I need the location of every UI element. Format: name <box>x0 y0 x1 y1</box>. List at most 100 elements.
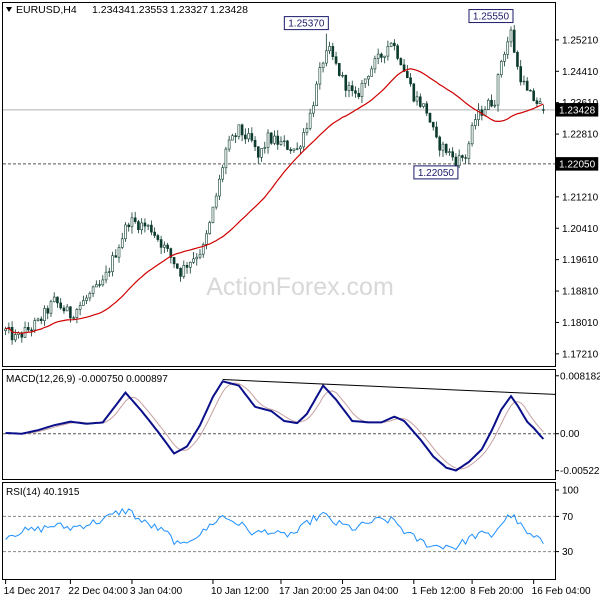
candle-body <box>328 46 331 52</box>
current-price-box-bg <box>555 103 599 117</box>
candle-body <box>208 222 212 235</box>
candle-body <box>227 139 231 150</box>
candle-body <box>250 133 254 141</box>
candle <box>156 233 160 242</box>
candle <box>418 93 422 109</box>
candle <box>393 39 396 51</box>
candle <box>318 62 322 90</box>
candle-body <box>20 332 24 338</box>
candle-body <box>104 271 108 281</box>
candle <box>143 218 147 233</box>
candle-body <box>153 231 156 236</box>
price-tick-label: 1.21210 <box>562 192 599 203</box>
candle <box>321 61 325 73</box>
candle <box>373 55 377 74</box>
rsi-axis: 100 70 30 <box>555 486 579 558</box>
candle-body <box>389 42 393 47</box>
candle <box>111 251 114 277</box>
candle-body <box>431 121 435 128</box>
candle <box>363 78 367 89</box>
price-tick-label: 1.19610 <box>562 255 599 266</box>
candle-body <box>52 296 56 303</box>
candle <box>117 244 121 263</box>
candle <box>396 43 399 61</box>
candle <box>315 81 318 107</box>
candle <box>263 141 267 154</box>
candle-body <box>166 244 169 249</box>
candle <box>487 98 490 110</box>
candle-body <box>363 78 367 84</box>
candle-body <box>360 83 364 98</box>
candle-body <box>43 308 46 322</box>
candle <box>354 86 357 98</box>
time-tick-label: 3 Jan 04:00 <box>130 586 183 597</box>
macd-line <box>5 380 545 472</box>
candle-body <box>120 238 124 248</box>
candle-body <box>117 247 121 258</box>
candle-body <box>344 74 348 91</box>
candle-body <box>538 101 542 104</box>
candle-body <box>39 318 43 322</box>
candle <box>279 136 283 146</box>
candle-body <box>393 42 396 47</box>
candle-body <box>409 77 412 85</box>
candle-body <box>88 293 92 299</box>
price-tick-label: 1.25210 <box>562 35 599 46</box>
candle <box>273 130 276 146</box>
candle <box>367 75 370 86</box>
candle-body <box>231 135 234 141</box>
current-price-box-text: 1.23428 <box>559 105 596 116</box>
price-annotation: 1.25550 <box>468 9 514 24</box>
candle-body <box>91 286 95 294</box>
time-tick-label: 17 Jan 20:00 <box>279 586 337 597</box>
candle <box>85 294 88 305</box>
candle <box>52 292 56 303</box>
candle-body <box>211 206 215 223</box>
candle-body <box>357 93 361 98</box>
candle-body <box>470 125 474 145</box>
candle-body <box>127 224 131 228</box>
macd-trendline <box>222 379 556 395</box>
macd-title: MACD(12,26,9) -0.000750 0.000897 <box>6 374 168 385</box>
candle <box>256 146 260 164</box>
candle <box>425 101 429 117</box>
price-annotation: 1.22050 <box>413 165 459 180</box>
candle <box>360 79 364 103</box>
candle-body <box>334 56 338 64</box>
candle-body <box>36 318 40 321</box>
candle-body <box>195 256 199 260</box>
time-tick-label: 25 Jan 04:00 <box>341 586 399 597</box>
candle <box>292 148 296 153</box>
candle <box>211 206 215 224</box>
candle-body <box>266 132 270 148</box>
chart-header: EURUSD,H4 1.23434 1.23553 1.23327 1.2342… <box>6 4 248 16</box>
symbol-timeframe: EURUSD,H4 <box>16 4 77 16</box>
candle <box>448 148 451 156</box>
candle <box>59 298 62 310</box>
candle <box>88 291 92 302</box>
time-tick-label: 10 Jan 12:00 <box>211 586 269 597</box>
candle <box>357 87 361 100</box>
candle-body <box>535 100 539 104</box>
candle <box>14 329 17 343</box>
candle <box>124 222 127 242</box>
candle-body <box>331 46 335 57</box>
candle <box>214 192 218 210</box>
candle <box>328 41 331 55</box>
candle <box>78 301 82 316</box>
candle-body <box>179 267 182 277</box>
candle <box>198 249 202 260</box>
candle <box>56 296 59 308</box>
candle-body <box>305 128 309 133</box>
macd-tick-label: -0.005223 <box>560 466 600 477</box>
candle <box>509 26 513 48</box>
time-tick-label: 8 Feb 20:00 <box>470 586 524 597</box>
candle <box>350 80 354 97</box>
candle <box>376 48 380 65</box>
candle <box>247 128 250 143</box>
candle <box>172 257 176 269</box>
candle <box>386 40 390 61</box>
candle-body <box>529 90 532 92</box>
candle-body <box>532 90 535 101</box>
candle <box>347 81 351 98</box>
